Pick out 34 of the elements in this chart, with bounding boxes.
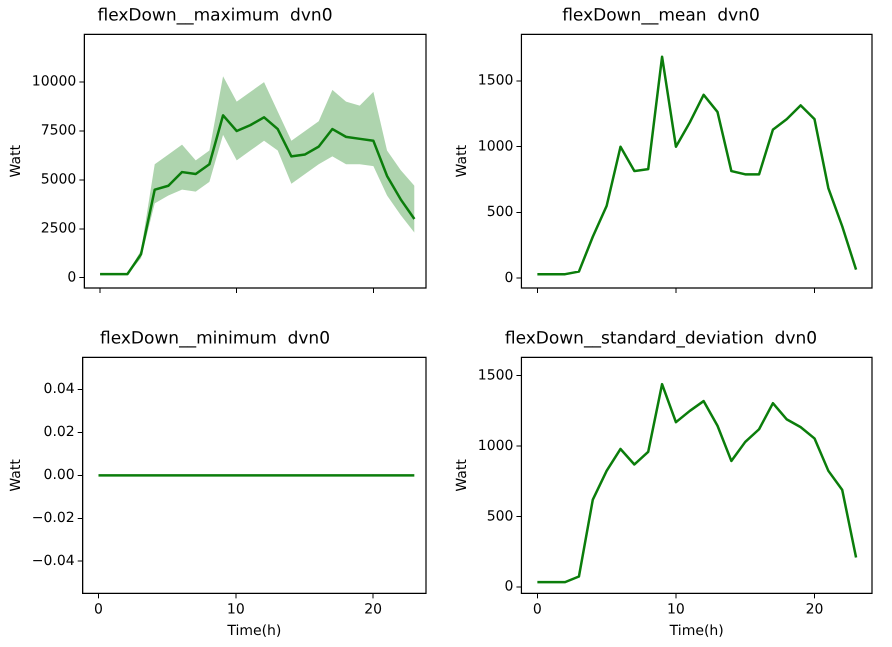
x-tick-label: 10: [226, 601, 245, 618]
chart-title: flexDown__maximum dvn0: [97, 6, 333, 26]
x-tick-label: 20: [364, 601, 382, 618]
y-tick-label: 5000: [40, 172, 76, 188]
y-axis-title: Watt: [8, 458, 24, 492]
y-tick-label: 1500: [478, 367, 514, 384]
x-tick-label: 20: [806, 601, 824, 618]
y-tick-label: 0.02: [44, 424, 75, 440]
y-axis-title: Watt: [454, 144, 470, 178]
y-tick-label: 10000: [32, 74, 76, 90]
x-tick-label: 0: [94, 601, 103, 618]
y-axis-title: Watt: [454, 458, 470, 492]
y-tick-label: 0: [67, 269, 76, 286]
chart-title: flexDown__minimum dvn0: [100, 328, 330, 349]
y-tick-label: 500: [486, 508, 514, 524]
y-tick-label: 0: [504, 270, 514, 286]
y-tick-label: 1000: [478, 438, 514, 454]
y-tick-label: 0.00: [44, 467, 75, 484]
y-tick-label: 2500: [40, 220, 76, 236]
y-tick-label: 1000: [478, 138, 514, 154]
y-tick-label: −0.02: [32, 510, 75, 526]
x-tick-label: 0: [532, 601, 542, 618]
y-tick-label: −0.04: [32, 552, 75, 569]
x-tick-label: 10: [667, 601, 685, 618]
y-tick-label: 0: [504, 578, 514, 595]
y-tick-label: 7500: [40, 122, 76, 139]
x-axis-title: Time(h): [226, 623, 282, 640]
x-axis-title: Time(h): [668, 623, 724, 640]
y-tick-label: 500: [486, 204, 514, 220]
y-axis-title: Watt: [8, 144, 24, 178]
chart-title: flexDown__mean dvn0: [562, 6, 760, 26]
y-tick-label: 0.04: [44, 381, 75, 398]
y-tick-label: 1500: [478, 72, 514, 89]
chart-title: flexDown__standard_deviation dvn0: [504, 328, 818, 349]
